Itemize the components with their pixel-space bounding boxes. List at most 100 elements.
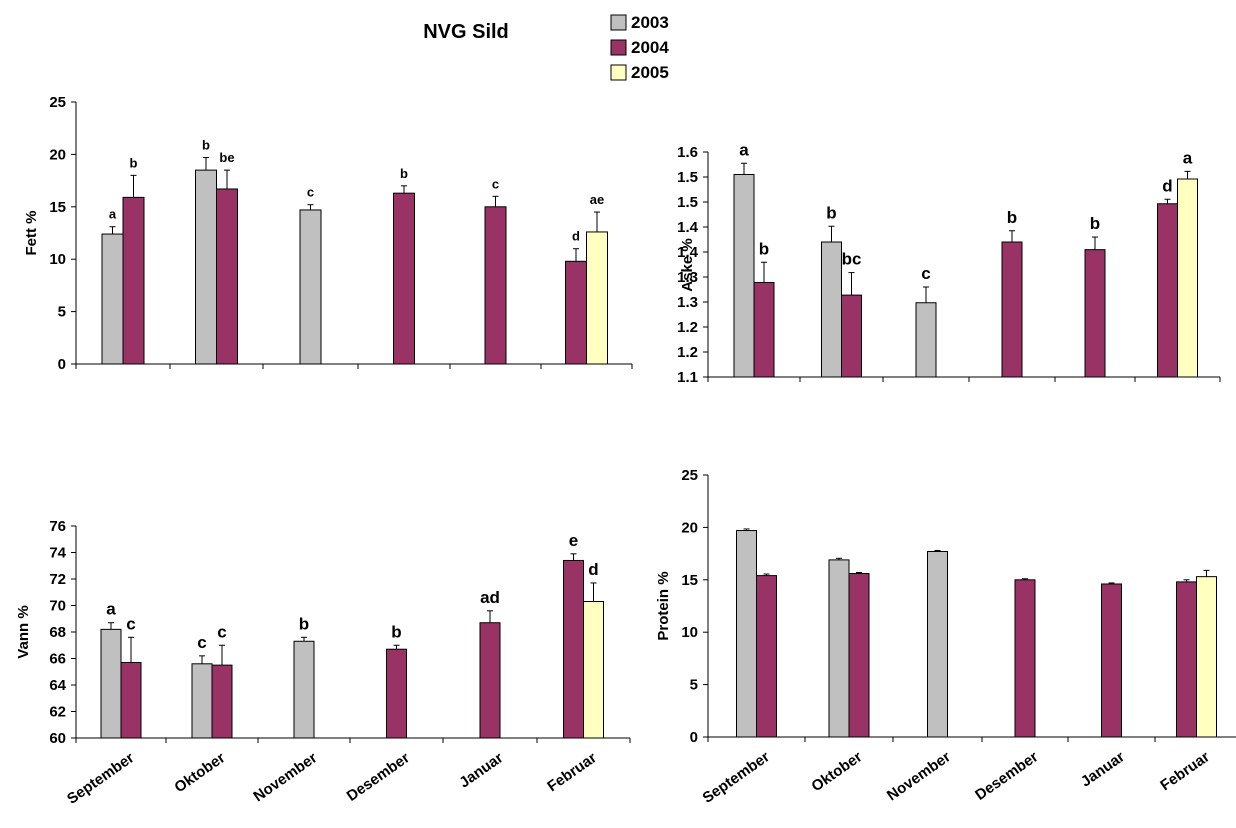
aske-data-label: a bbox=[739, 140, 749, 159]
legend-swatch-2004 bbox=[610, 39, 627, 56]
protein-y-tick-label: 25 bbox=[681, 467, 698, 484]
aske-data-label: b bbox=[826, 203, 836, 222]
chart-protein: 0 5 10 15 20 25 Protein % September Oktober Novem… bbox=[655, 467, 1236, 807]
aske-y-tick-label: 1.4 bbox=[677, 219, 699, 236]
aske-data-label: b bbox=[1090, 214, 1100, 233]
vann-y-tick-label: 70 bbox=[49, 598, 66, 615]
protein-bar-2004-september bbox=[756, 575, 777, 738]
vann-y-tick-label: 72 bbox=[49, 571, 66, 588]
protein-bar-2003-oktober bbox=[828, 559, 850, 738]
vann-bar-2004-januar bbox=[479, 622, 501, 739]
vann-bar-2003-september bbox=[100, 628, 122, 739]
vann-x-tick-label: November bbox=[250, 749, 320, 805]
fett-y-tick-label: 15 bbox=[49, 199, 66, 216]
protein-y-tick-label: 0 bbox=[690, 729, 698, 746]
vann-data-label: c bbox=[217, 622, 226, 641]
fett-bar-2003-november bbox=[299, 209, 322, 365]
vann-y-tick-label: 68 bbox=[49, 624, 66, 641]
aske-bar-2004-desember bbox=[1001, 241, 1023, 378]
aske-data-label: c bbox=[921, 264, 930, 283]
aske-bar-2004-januar bbox=[1084, 249, 1106, 378]
protein-x-tick-label: Februar bbox=[1157, 748, 1213, 794]
aske-y-tick-label: 1.5 bbox=[677, 169, 698, 186]
vann-data-label: c bbox=[197, 633, 206, 652]
vann-y-tick-label: 74 bbox=[49, 545, 66, 562]
aske-data-label: bc bbox=[842, 250, 862, 269]
fett-y-tick-label: 10 bbox=[49, 251, 66, 268]
fett-data-label: b bbox=[202, 138, 210, 153]
vann-bar-2005-februar bbox=[583, 601, 604, 739]
vann-bar-2003-november bbox=[293, 640, 315, 739]
fett-data-label: be bbox=[219, 150, 234, 165]
vann-bar-2004-september bbox=[120, 661, 142, 739]
legend-label-2003: 2003 bbox=[631, 13, 669, 32]
vann-y-axis-label: Vann % bbox=[15, 605, 32, 658]
aske-data-label: d bbox=[1162, 176, 1172, 195]
vann-bar-2003-oktober bbox=[191, 663, 213, 739]
protein-bar-2004-desember bbox=[1014, 579, 1036, 738]
fett-y-tick-label: 20 bbox=[49, 146, 66, 163]
protein-x-tick-label: Desember bbox=[972, 748, 1041, 804]
vann-x-tick-label: Oktober bbox=[171, 749, 228, 796]
legend-label-2005: 2005 bbox=[631, 63, 669, 82]
vann-x-tick-label: Januar bbox=[456, 749, 506, 791]
vann-data-label: e bbox=[569, 531, 578, 550]
fett-bar-2005-februar bbox=[586, 231, 608, 365]
protein-y-axis-label: Protein % bbox=[655, 571, 672, 640]
fett-data-label: d bbox=[572, 229, 580, 244]
fett-data-label: b bbox=[130, 155, 138, 170]
aske-y-tick-label: 1.2 bbox=[677, 344, 698, 361]
protein-x-tick-label: September bbox=[700, 748, 773, 806]
fett-bar-2003-oktober bbox=[195, 169, 217, 365]
vann-y-tick-label: 66 bbox=[49, 651, 66, 668]
chart-title: NVG Sild bbox=[423, 21, 509, 43]
vann-data-label: b bbox=[391, 622, 401, 641]
aske-y-tick-label: 1.5 bbox=[677, 194, 698, 211]
protein-y-tick-label: 20 bbox=[681, 519, 698, 536]
fett-y-tick-label: 25 bbox=[49, 94, 66, 111]
aske-bar-2003-september bbox=[733, 174, 755, 378]
chart-aske: 1.1 1.2 1.2 1.3 1.3 1.4 1.4 1.5 1.5 1.6 Aske % a b b b… bbox=[677, 140, 1221, 386]
aske-data-label: b bbox=[1007, 208, 1017, 227]
aske-bar-2004-september bbox=[753, 282, 775, 378]
aske-y-axis-label: Aske % bbox=[679, 238, 696, 291]
aske-y-tick-label: 1.3 bbox=[677, 269, 698, 286]
protein-bar-2003-september bbox=[736, 530, 757, 738]
fett-y-tick-label: 0 bbox=[58, 356, 66, 373]
vann-data-label: c bbox=[126, 614, 135, 633]
vann-data-label: a bbox=[106, 600, 116, 619]
fett-data-label: a bbox=[109, 207, 117, 222]
protein-y-tick-label: 15 bbox=[681, 572, 698, 589]
legend-swatch-2003 bbox=[610, 14, 627, 31]
aske-bar-2003-november bbox=[915, 302, 937, 378]
vann-data-label: ad bbox=[480, 588, 500, 607]
vann-data-label: b bbox=[299, 614, 309, 633]
vann-bar-2004-desember bbox=[386, 648, 407, 739]
vann-y-tick-label: 60 bbox=[49, 730, 66, 747]
aske-bar-2003-oktober bbox=[821, 241, 842, 378]
vann-x-tick-label: Februar bbox=[544, 749, 600, 795]
fett-y-tick-label: 5 bbox=[58, 304, 66, 321]
aske-y-tick-label: 1.6 bbox=[677, 144, 698, 161]
aske-data-label: b bbox=[759, 239, 769, 258]
fett-data-label: b bbox=[400, 166, 408, 181]
aske-bar-2004-februar bbox=[1157, 203, 1178, 378]
vann-y-tick-label: 62 bbox=[49, 704, 66, 721]
aske-y-tick-label: 1.1 bbox=[677, 369, 698, 386]
aske-y-tick-label: 1.4 bbox=[677, 244, 699, 261]
fett-data-label: c bbox=[492, 176, 499, 191]
legend-label-2004: 2004 bbox=[631, 38, 669, 57]
protein-x-tick-label: November bbox=[884, 748, 954, 804]
legend-swatch-2005 bbox=[610, 64, 627, 81]
vann-bar-2004-februar bbox=[563, 559, 584, 739]
protein-bar-2003-november bbox=[927, 551, 948, 738]
vann-data-label: d bbox=[588, 560, 598, 579]
protein-y-tick-label: 10 bbox=[681, 624, 698, 641]
vann-y-tick-label: 64 bbox=[49, 677, 66, 694]
protein-bar-2005-februar bbox=[1196, 576, 1217, 738]
fett-bar-2004-september bbox=[122, 196, 145, 365]
aske-y-tick-label: 1.2 bbox=[677, 319, 698, 336]
fett-bar-2004-oktober bbox=[216, 188, 238, 365]
fett-bar-2003-september bbox=[101, 233, 124, 365]
